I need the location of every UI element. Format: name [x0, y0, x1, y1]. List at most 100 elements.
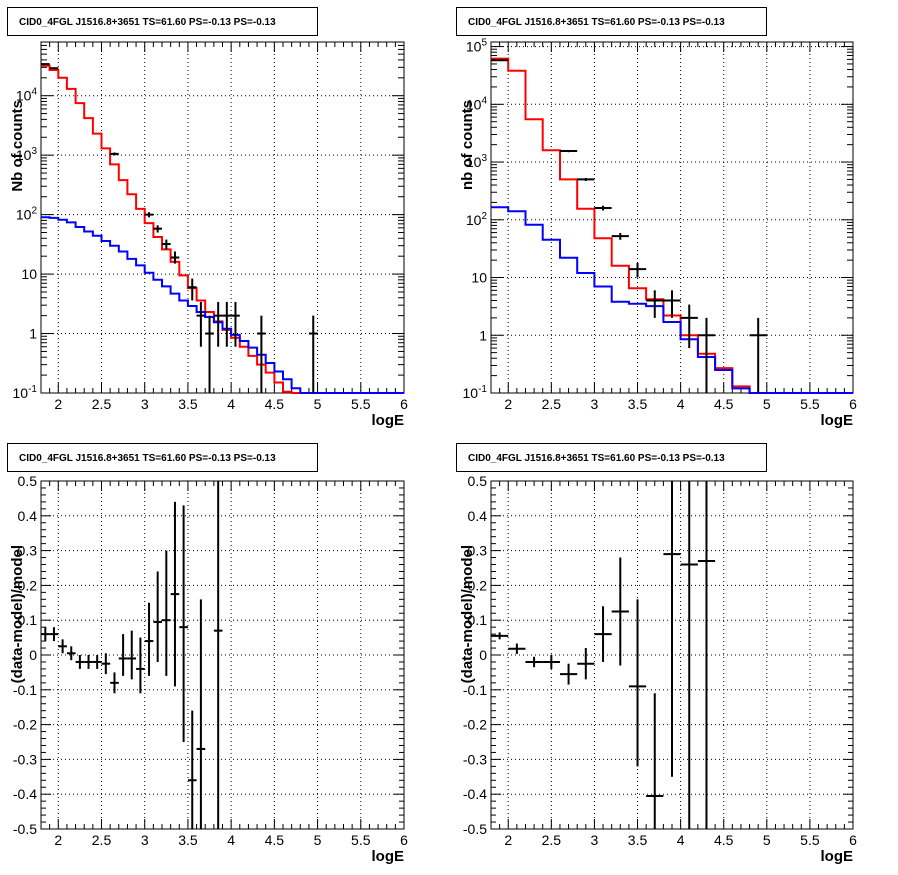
- data-point: [49, 67, 59, 70]
- y-tick-label: 104: [466, 95, 488, 112]
- x-tick-label: 3.5: [628, 832, 648, 848]
- y-tick-label: 10: [21, 266, 37, 282]
- data-point: [680, 481, 698, 829]
- data-point: [118, 634, 128, 676]
- x-axis-title: logE: [821, 412, 854, 429]
- x-tick-label: 4: [227, 396, 235, 412]
- data-point: [49, 627, 59, 642]
- y-tick-label: 0.3: [18, 543, 38, 559]
- x-tick-label: 6: [849, 396, 857, 412]
- x-tick-label: 5.5: [800, 832, 820, 848]
- data-point: [170, 501, 180, 687]
- data-point: [196, 301, 206, 347]
- x-tick-label: 3: [591, 396, 599, 412]
- x-tick-label: 2.5: [92, 832, 112, 848]
- plot-frame: [40, 41, 405, 394]
- chart-title-box: [456, 7, 767, 36]
- x-tick-label: 5: [763, 396, 771, 412]
- chart-title-box: [7, 7, 318, 36]
- x-tick-label: 2: [504, 832, 512, 848]
- data-point: [58, 639, 67, 654]
- data-point: [749, 317, 767, 393]
- data-point: [205, 315, 214, 393]
- x-tick-label: 2: [504, 396, 512, 412]
- x-tick-label: 3: [591, 832, 599, 848]
- y-tick-label: 0.1: [18, 612, 38, 628]
- y-tick-label: 102: [466, 211, 488, 228]
- x-tick-label: 6: [400, 396, 408, 412]
- x-tick-label: 2.5: [542, 832, 562, 848]
- y-tick-label: 0.2: [468, 577, 488, 593]
- chart-panel-top-left: CID0_4FGL J1516.8+3651 TS=61.60 PS=-0.13…: [7, 7, 408, 429]
- x-tick-label: 2.5: [92, 396, 112, 412]
- data-point: [646, 290, 664, 318]
- chart-title-box: [456, 443, 767, 472]
- data-point: [628, 262, 647, 278]
- y-tick-label: 0: [479, 647, 487, 663]
- data-point: [308, 315, 318, 393]
- y-tick-label: 102: [16, 206, 38, 223]
- data-point: [577, 177, 595, 181]
- data-point: [559, 149, 578, 153]
- x-tick-label: 4.5: [714, 396, 734, 412]
- x-tick-label: 4: [677, 832, 685, 848]
- x-tick-label: 3.5: [178, 396, 198, 412]
- data-point: [231, 301, 240, 347]
- chart-panel-top-right: CID0_4FGL J1516.8+3651 TS=61.60 PS=-0.13…: [456, 7, 857, 429]
- x-tick-label: 4.5: [265, 396, 285, 412]
- y-tick-label: 103: [16, 146, 38, 163]
- data-point: [213, 481, 223, 829]
- data-point: [41, 627, 50, 642]
- x-tick-label: 6: [849, 832, 857, 848]
- data-point: [213, 301, 223, 347]
- data-point: [542, 655, 560, 669]
- chart-panel-bottom-right: CID0_4FGL J1516.8+3651 TS=61.60 PS=-0.13…: [456, 443, 857, 865]
- y-tick-label: 0.3: [468, 543, 488, 559]
- data-point: [179, 505, 188, 742]
- plot-frame: [490, 41, 854, 394]
- data-point: [162, 239, 171, 250]
- y-tick-label: -0.1: [13, 682, 37, 698]
- y-tick-label: 0.1: [468, 612, 488, 628]
- x-tick-label: 5.5: [351, 396, 371, 412]
- data-point: [697, 317, 716, 393]
- chart-title: CID0_4FGL J1516.8+3651 TS=61.60 PS=-0.13…: [19, 17, 276, 28]
- x-tick-label: 5.5: [800, 396, 820, 412]
- y-tick-label: 0.4: [18, 508, 38, 524]
- data-point: [187, 710, 197, 829]
- data-point: [611, 233, 629, 240]
- x-tick-label: 2: [54, 396, 62, 412]
- y-tick-label: -0.4: [13, 786, 37, 802]
- data-point: [628, 599, 647, 767]
- data-point: [697, 481, 716, 829]
- data-point: [663, 481, 681, 777]
- data-point: [66, 646, 76, 661]
- y-tick-label: 0.2: [18, 577, 38, 593]
- data-point: [41, 63, 50, 66]
- data-point: [144, 212, 154, 218]
- data-point: [196, 599, 206, 829]
- x-tick-label: 2.5: [542, 396, 562, 412]
- y-tick-label: -0.1: [463, 682, 487, 698]
- x-tick-label: 5.5: [351, 832, 371, 848]
- data-point: [127, 630, 137, 680]
- y-tick-label: 0: [29, 647, 37, 663]
- data-point: [101, 653, 111, 675]
- data-point: [680, 304, 698, 349]
- x-tick-label: 3.5: [178, 832, 198, 848]
- x-tick-label: 6: [400, 832, 408, 848]
- data-point: [162, 550, 171, 676]
- y-tick-label: -0.5: [463, 821, 487, 837]
- data-point: [153, 225, 162, 233]
- x-tick-label: 4.5: [265, 832, 285, 848]
- x-axis-title: logE: [372, 412, 405, 429]
- x-tick-label: 4: [227, 832, 235, 848]
- y-tick-label: -0.2: [463, 717, 487, 733]
- y-tick-label: 105: [466, 38, 488, 55]
- data-point: [136, 637, 145, 694]
- x-tick-label: 3: [141, 396, 149, 412]
- series-total-model: [41, 64, 404, 394]
- y-tick-label: -0.5: [13, 821, 37, 837]
- chart-title: CID0_4FGL J1516.8+3651 TS=61.60 PS=-0.13…: [19, 453, 276, 464]
